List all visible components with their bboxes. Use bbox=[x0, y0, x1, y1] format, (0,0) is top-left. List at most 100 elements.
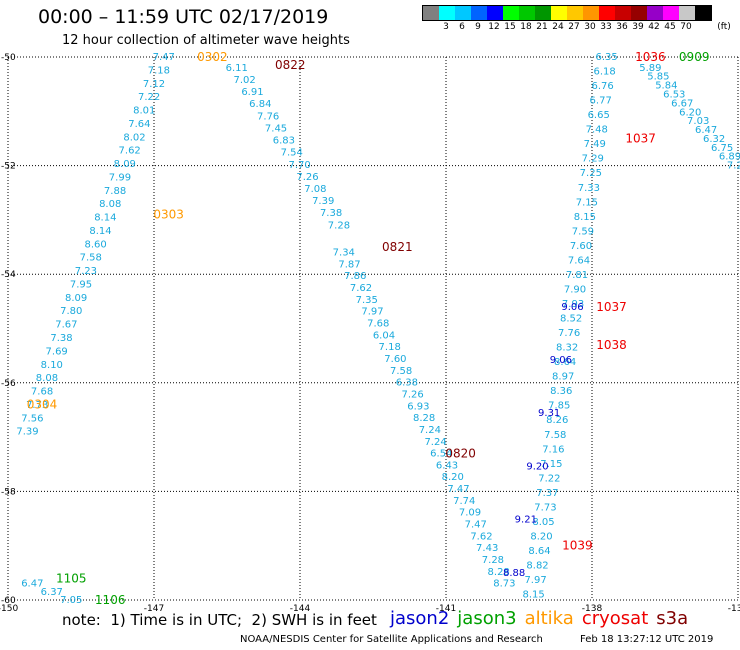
swh-value-label: 7.58 bbox=[80, 253, 102, 264]
swh-value-label: 7.85 bbox=[548, 401, 570, 412]
legend-swatch bbox=[567, 6, 583, 20]
pass-time-label: 1106 bbox=[95, 593, 126, 607]
swh-value-label: 6.83 bbox=[273, 136, 295, 147]
legend-swatch bbox=[615, 6, 631, 20]
swh-value-label: 5.89 bbox=[639, 63, 661, 74]
legend-tick-label: 12 bbox=[488, 22, 500, 32]
legend-swatch bbox=[455, 6, 471, 20]
swh-value-label: 6.20 bbox=[679, 107, 701, 118]
x-tick-label: -138 bbox=[582, 604, 603, 614]
swh-value-label: 7.54 bbox=[281, 148, 303, 159]
swh-value-label: 6.77 bbox=[590, 96, 612, 107]
swh-value-label: 7.74 bbox=[453, 496, 475, 507]
swh-value-label: 7.23 bbox=[75, 266, 97, 277]
color-scale-legend bbox=[422, 5, 712, 21]
swh-value-label: 9.31 bbox=[538, 408, 560, 419]
swh-value-label: 7.03 bbox=[687, 116, 709, 127]
swh-value-label: 5.84 bbox=[655, 81, 677, 92]
swh-value-label: 8.20 bbox=[442, 472, 464, 483]
x-tick-label: -144 bbox=[290, 604, 311, 614]
swh-value-label: 7.59 bbox=[572, 226, 594, 237]
legend-tick-label: 30 bbox=[584, 22, 596, 32]
legend-swatch bbox=[679, 6, 695, 20]
swh-value-label: 6.91 bbox=[241, 87, 263, 98]
swh-value-label: 7.22 bbox=[727, 161, 740, 172]
swh-value-label: 7.18 bbox=[148, 65, 170, 76]
swh-value-label: 7.67 bbox=[55, 320, 77, 331]
satellite-cryosat-label: cryosat bbox=[581, 608, 649, 629]
swh-value-label: 7.22 bbox=[538, 473, 560, 484]
swh-value-label: 7.02 bbox=[233, 75, 255, 86]
swh-value-label: 7.09 bbox=[459, 508, 481, 519]
legend-swatch bbox=[439, 6, 455, 20]
swh-value-label: 8.15 bbox=[522, 590, 544, 601]
legend-tick-label: 21 bbox=[536, 22, 548, 32]
pass-time-label: 0909 bbox=[679, 50, 710, 64]
pass-time-label: 0821 bbox=[382, 240, 413, 254]
footer-note: note: 1) Time is in UTC; 2) SWH is in fe… bbox=[62, 611, 377, 629]
swh-value-label: 7.08 bbox=[304, 184, 326, 195]
legend-swatch bbox=[423, 6, 439, 20]
satellite-jason3-label: jason3 bbox=[457, 608, 517, 629]
x-tick-label: -150 bbox=[0, 604, 18, 614]
swh-value-label: 7.24 bbox=[419, 425, 441, 436]
swh-value-label: 8.09 bbox=[65, 293, 87, 304]
legend-swatch bbox=[599, 6, 615, 20]
swh-value-label: 7.60 bbox=[384, 354, 406, 365]
swh-value-label: 7.38 bbox=[50, 333, 72, 344]
swh-value-label: 6.84 bbox=[249, 99, 271, 110]
swh-value-label: 7.73 bbox=[534, 502, 556, 513]
swh-value-label: 7.37 bbox=[536, 488, 558, 499]
swh-value-label: 6.67 bbox=[671, 98, 693, 109]
legend-swatch bbox=[647, 6, 663, 20]
satellite-jason2-label: jason2 bbox=[390, 608, 450, 629]
swh-value-label: 8.08 bbox=[36, 373, 58, 384]
swh-value-label: 8.64 bbox=[554, 357, 576, 368]
pass-time-label: 0303 bbox=[153, 207, 184, 221]
legend-tick-label: 18 bbox=[520, 22, 532, 32]
swh-value-label: 8.82 bbox=[526, 561, 548, 572]
legend-swatch bbox=[663, 6, 679, 20]
swh-value-label: 7.62 bbox=[350, 283, 372, 294]
swh-value-label: 7.25 bbox=[580, 168, 602, 179]
swh-value-label: 7.24 bbox=[424, 437, 446, 448]
swh-value-label: 7.64 bbox=[568, 255, 590, 266]
pass-time-label: 1036 bbox=[635, 50, 666, 64]
swh-value-label: 6.38 bbox=[396, 378, 418, 389]
swh-value-label: 6.76 bbox=[592, 81, 614, 92]
legend-tick-label: 36 bbox=[616, 22, 628, 32]
swh-value-label: 7.38 bbox=[320, 208, 342, 219]
swh-value-label: 8.73 bbox=[493, 579, 515, 590]
swh-value-label: 8.60 bbox=[84, 239, 106, 250]
legend-tick-label: 9 bbox=[475, 22, 481, 32]
swh-value-label: 7.62 bbox=[119, 146, 141, 157]
legend-tick-label: 45 bbox=[664, 22, 676, 32]
legend-tick-label: 70 bbox=[680, 22, 692, 32]
swh-value-label: 6.35 bbox=[595, 52, 617, 63]
legend-swatch bbox=[551, 6, 567, 20]
y-tick-label: -50 bbox=[1, 53, 16, 63]
pass-time-label: 1039 bbox=[562, 539, 593, 553]
y-tick-label: -56 bbox=[1, 379, 16, 389]
swh-value-label: 8.05 bbox=[532, 517, 554, 528]
swh-value-label: 8.97 bbox=[552, 372, 574, 383]
swh-value-label: 6.53 bbox=[663, 90, 685, 101]
swh-value-label: 8.08 bbox=[99, 199, 121, 210]
chart-subtitle: 12 hour collection of altimeter wave hei… bbox=[62, 33, 350, 48]
swh-value-label: 8.28 bbox=[413, 413, 435, 424]
swh-value-label: 8.09 bbox=[114, 159, 136, 170]
legend-swatch bbox=[471, 6, 487, 20]
swh-value-label: 7.70 bbox=[288, 160, 310, 171]
swh-value-label: 7.90 bbox=[564, 284, 586, 295]
legend-tick-label: 6 bbox=[459, 22, 465, 32]
swh-value-label: 6.32 bbox=[703, 134, 725, 145]
satellite-s3a-label: s3a bbox=[656, 608, 689, 629]
swh-value-label: 8.02 bbox=[123, 132, 145, 143]
legend-swatch bbox=[583, 6, 599, 20]
swh-value-label: 6.04 bbox=[373, 330, 395, 341]
pass-time-label: 1037 bbox=[596, 300, 627, 314]
swh-value-label: 7.15 bbox=[576, 197, 598, 208]
swh-value-label: 7.97 bbox=[524, 575, 546, 586]
swh-value-label: 7.76 bbox=[558, 328, 580, 339]
swh-value-label: 7.45 bbox=[265, 123, 287, 134]
